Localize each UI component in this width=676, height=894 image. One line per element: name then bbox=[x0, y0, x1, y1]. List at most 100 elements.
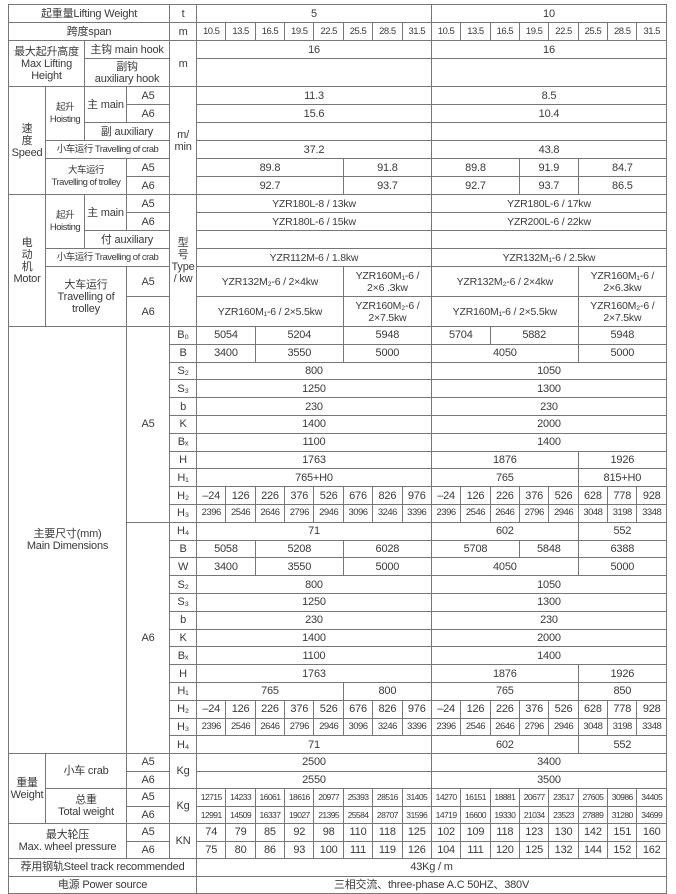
row-label: A6 bbox=[125, 805, 171, 825]
value-cell: 3550 bbox=[254, 557, 344, 577]
value-cell: 19.5 bbox=[518, 22, 550, 41]
speed-crab-row: 小车运行 Travelling of crab 37.2 43.8 bbox=[9, 140, 668, 159]
value-cell: 30986 bbox=[607, 788, 638, 807]
value-cell: 2946 bbox=[313, 503, 344, 523]
value-cell: –24 bbox=[196, 699, 227, 719]
value-cell: 1400 bbox=[196, 414, 432, 434]
value-cell: 3400 bbox=[196, 557, 256, 577]
value-cell: 826 bbox=[372, 486, 403, 505]
value-cell: 976 bbox=[401, 486, 432, 505]
value-cell: 152 bbox=[607, 840, 638, 860]
value-cell: 27605 bbox=[577, 788, 609, 807]
value-cell: 2796 bbox=[284, 717, 315, 737]
value-cell: 1400 bbox=[430, 432, 668, 452]
value-cell: 4050 bbox=[430, 557, 579, 577]
row-label: A5 bbox=[125, 266, 171, 297]
value-cell: 1100 bbox=[196, 432, 432, 452]
dimension-symbol: W bbox=[169, 557, 198, 577]
row-label: 小车 crab bbox=[45, 753, 127, 790]
aux-hook-height-row: 副钩 auxiliary hook bbox=[9, 58, 668, 87]
value-cell: 16 bbox=[196, 40, 432, 59]
value-cell: 1400 bbox=[430, 646, 668, 666]
value-cell: 3048 bbox=[577, 503, 609, 523]
value-cell: 2546 bbox=[225, 717, 256, 737]
value-cell: 16.5 bbox=[489, 22, 521, 41]
value-cell: 765 bbox=[430, 681, 579, 701]
value-cell: 928 bbox=[636, 699, 667, 719]
value-cell: 19.5 bbox=[284, 22, 315, 41]
row-label: 主 main bbox=[84, 86, 127, 123]
value-cell: 5948 bbox=[577, 326, 668, 345]
dimension-symbol: B₀ bbox=[169, 326, 198, 345]
value-cell: 602 bbox=[430, 735, 579, 755]
value-cell: 226 bbox=[489, 699, 521, 719]
value-cell: 2000 bbox=[430, 414, 668, 434]
value-cell: 376 bbox=[284, 699, 315, 719]
value-cell: 151 bbox=[607, 823, 638, 842]
value-cell: 976 bbox=[401, 699, 432, 719]
value-cell: 16600 bbox=[460, 805, 491, 825]
dimension-symbol: H₃ bbox=[169, 503, 198, 523]
value-cell: 3348 bbox=[636, 503, 667, 523]
dimension-row-a6: H 1763 1876 1926 bbox=[9, 664, 668, 683]
dimension-row-a5: S₃ 1250 1300 bbox=[9, 379, 668, 399]
row-label: A6 bbox=[125, 104, 171, 123]
dimension-symbol: H₁ bbox=[169, 468, 198, 488]
dimension-row-a6: S₂ 800 1050 bbox=[9, 575, 668, 594]
dimension-row-a6: H₄ 71 602 552 bbox=[9, 735, 668, 755]
value-cell: 765+H0 bbox=[196, 468, 432, 488]
value-cell: 778 bbox=[607, 699, 638, 719]
value-cell: 5000 bbox=[577, 343, 668, 363]
value-cell: 526 bbox=[548, 699, 579, 719]
value-cell: 3198 bbox=[607, 717, 638, 737]
value-cell: 14509 bbox=[225, 805, 256, 825]
value-cell: 34405 bbox=[636, 788, 667, 807]
value-cell: 86.5 bbox=[577, 176, 668, 195]
value-cell: 8.5 bbox=[430, 86, 668, 105]
value-cell: 89.8 bbox=[196, 158, 344, 177]
value-cell: 18881 bbox=[489, 788, 521, 807]
row-label: A5 bbox=[125, 194, 171, 213]
value-cell: 14233 bbox=[225, 788, 256, 807]
motor-main-a5-row: 电 动 机 Motor 起升 Hoisting 主 main A5 型 号 Type /… bbox=[8, 194, 668, 327]
value-cell: 5948 bbox=[342, 326, 432, 345]
value-cell: YZR180L-6 / 15kw bbox=[196, 212, 432, 231]
value-cell: 118 bbox=[489, 823, 521, 842]
value-cell: 84.7 bbox=[577, 158, 668, 177]
value-cell: –24 bbox=[196, 486, 227, 505]
value-cell: 118 bbox=[372, 823, 403, 842]
value-cell: 1400 bbox=[196, 628, 432, 648]
value-cell: 20677 bbox=[518, 788, 550, 807]
value-cell: 230 bbox=[430, 610, 668, 630]
value-cell: 2946 bbox=[313, 717, 344, 737]
motor-crab-row: 小车运行 Travelling of crab YZR112M-6 / 1.8kw… bbox=[9, 248, 668, 267]
value-cell: 2546 bbox=[225, 503, 256, 523]
value-cell: 800 bbox=[196, 361, 432, 381]
value-cell: 120 bbox=[489, 840, 521, 860]
value-cell: 628 bbox=[577, 699, 609, 719]
motor-trolley-a5-row: 大车运行 Travelling of trolley A5 YZR132M₂-6 /… bbox=[9, 266, 668, 327]
value-cell bbox=[430, 122, 668, 141]
value-cell: 1926 bbox=[577, 664, 668, 683]
dimension-symbol: H₄ bbox=[169, 521, 198, 541]
value-cell: 25584 bbox=[342, 805, 374, 825]
value-cell: 14719 bbox=[430, 805, 462, 825]
value-cell: 3550 bbox=[254, 343, 344, 363]
value-cell: 2550 bbox=[196, 770, 432, 790]
value-cell: 89.8 bbox=[430, 158, 521, 177]
value-cell: 10.5 bbox=[430, 22, 462, 41]
value-cell: YZR132M₂-6 / 2×4kw bbox=[196, 266, 344, 297]
value-cell: 111 bbox=[460, 840, 491, 860]
row-label: 小车运行 Travelling of crab bbox=[44, 248, 171, 267]
dimension-symbol: H₁ bbox=[169, 681, 198, 701]
value-cell: 21034 bbox=[518, 805, 550, 825]
value-cell: 130 bbox=[548, 823, 579, 842]
value-cell: 10.5 bbox=[196, 22, 227, 41]
row-label: 起升 Hoisting bbox=[45, 86, 85, 141]
value-cell: YZR160M₂-6 / 2×7.5kw bbox=[342, 296, 432, 327]
value-cell: 628 bbox=[577, 486, 609, 505]
value-cell: 104 bbox=[430, 840, 462, 860]
motor-trolley-a6-row: A6 YZR160M₁-6 / 2×5.5kw YZR160M₂-6 / 2×7.5… bbox=[9, 296, 668, 327]
value-cell: YZR200L-6 / 22kw bbox=[430, 212, 668, 231]
value-cell: 3400 bbox=[430, 753, 668, 772]
